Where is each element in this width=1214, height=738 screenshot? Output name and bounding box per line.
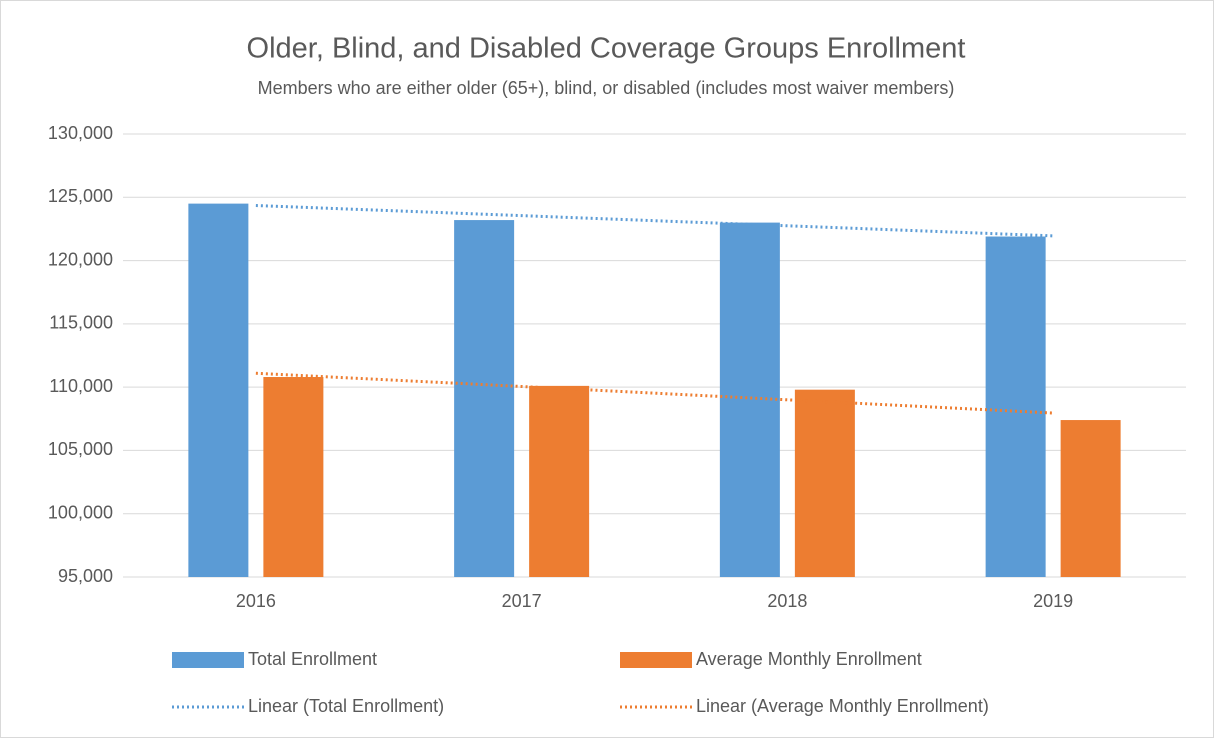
y-tick-label: 100,000 (48, 502, 113, 522)
bar (985, 236, 1046, 577)
y-tick-label: 130,000 (48, 123, 113, 143)
bar (529, 385, 590, 577)
y-tick-label: 95,000 (58, 566, 113, 586)
chart-title: Older, Blind, and Disabled Coverage Grou… (247, 33, 966, 65)
bar (188, 203, 249, 577)
x-tick-label: 2016 (236, 591, 276, 611)
y-tick-label: 115,000 (49, 313, 113, 333)
legend-swatch (172, 652, 244, 668)
legend-label: Total Enrollment (248, 649, 377, 669)
bar (263, 377, 324, 577)
bar (454, 220, 515, 577)
chart-subtitle: Members who are either older (65+), blin… (258, 78, 955, 98)
legend-label: Linear (Total Enrollment) (248, 696, 444, 716)
bar (719, 222, 780, 577)
x-tick-label: 2019 (1033, 591, 1073, 611)
bar (794, 389, 855, 577)
y-tick-label: 110,000 (49, 376, 113, 396)
legend-swatch (620, 652, 692, 668)
x-tick-label: 2017 (502, 591, 542, 611)
bar (1060, 420, 1121, 577)
legend-label: Average Monthly Enrollment (696, 649, 922, 669)
y-tick-label: 125,000 (48, 186, 113, 206)
y-tick-label: 105,000 (48, 439, 113, 459)
y-tick-label: 120,000 (48, 249, 113, 269)
legend-label: Linear (Average Monthly Enrollment) (696, 696, 989, 716)
x-tick-label: 2018 (767, 591, 807, 611)
trend-line (255, 371, 1054, 415)
